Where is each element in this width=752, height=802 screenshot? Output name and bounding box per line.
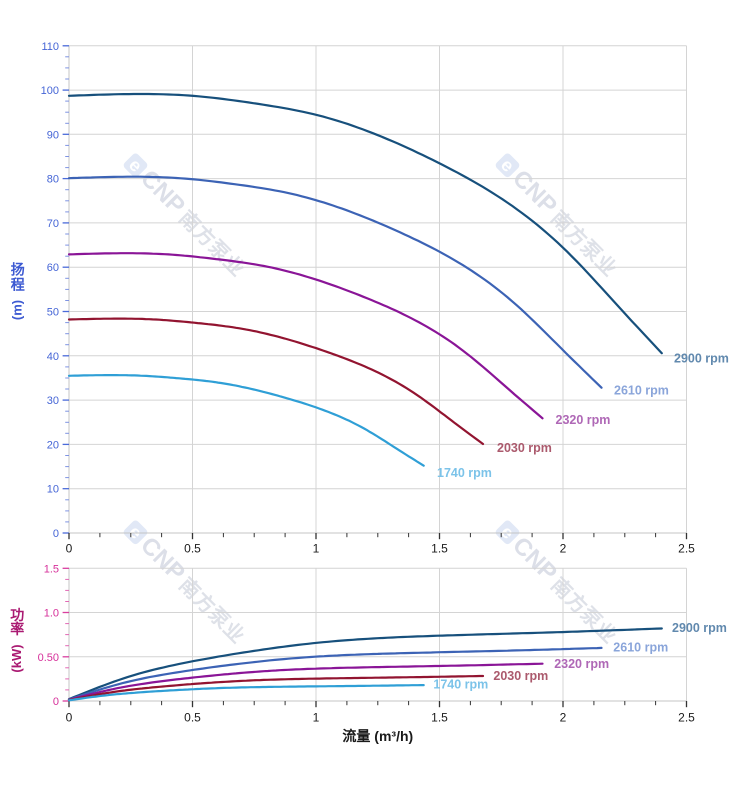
svg-text:1740 rpm: 1740 rpm xyxy=(437,466,492,480)
svg-text:60: 60 xyxy=(47,262,59,274)
svg-text:40: 40 xyxy=(47,351,59,363)
svg-text:100: 100 xyxy=(41,85,59,97)
svg-text:2030 rpm: 2030 rpm xyxy=(497,441,552,455)
svg-text:2610 rpm: 2610 rpm xyxy=(614,383,669,397)
svg-text:1: 1 xyxy=(313,711,320,725)
svg-text:2: 2 xyxy=(560,711,567,725)
svg-text:功: 功 xyxy=(10,607,24,623)
svg-text:2900 rpm: 2900 rpm xyxy=(672,621,727,635)
svg-text:0.5: 0.5 xyxy=(184,542,201,556)
svg-text:1.5: 1.5 xyxy=(44,563,59,575)
svg-text:20: 20 xyxy=(47,439,59,451)
svg-text:70: 70 xyxy=(47,218,59,230)
svg-text:1: 1 xyxy=(313,542,320,556)
svg-text:2.5: 2.5 xyxy=(678,711,695,725)
svg-text:流量 (m³/h): 流量 (m³/h) xyxy=(342,728,413,744)
svg-text:2320 rpm: 2320 rpm xyxy=(556,413,611,427)
svg-text:0.50: 0.50 xyxy=(38,652,59,664)
svg-text:扬: 扬 xyxy=(11,262,25,278)
svg-text:程: 程 xyxy=(11,277,25,293)
svg-text:(kW): (kW) xyxy=(9,644,24,672)
svg-text:率: 率 xyxy=(10,621,24,637)
svg-text:30: 30 xyxy=(47,395,59,407)
svg-text:2900 rpm: 2900 rpm xyxy=(674,351,729,365)
svg-text:110: 110 xyxy=(41,41,59,53)
svg-text:(m): (m) xyxy=(10,300,25,320)
svg-text:80: 80 xyxy=(47,174,59,186)
svg-text:2320 rpm: 2320 rpm xyxy=(554,657,609,671)
svg-text:10: 10 xyxy=(47,484,59,496)
svg-text:1.5: 1.5 xyxy=(431,711,448,725)
svg-text:2: 2 xyxy=(560,542,567,556)
svg-text:50: 50 xyxy=(47,307,59,319)
svg-text:1.5: 1.5 xyxy=(431,542,448,556)
svg-text:2610 rpm: 2610 rpm xyxy=(613,640,668,654)
svg-text:2030 rpm: 2030 rpm xyxy=(493,669,548,683)
svg-text:0: 0 xyxy=(66,542,73,556)
svg-text:1.0: 1.0 xyxy=(44,608,59,620)
svg-text:0.5: 0.5 xyxy=(184,711,201,725)
svg-text:0: 0 xyxy=(53,696,59,708)
svg-text:0: 0 xyxy=(53,528,59,540)
svg-text:90: 90 xyxy=(47,129,59,141)
svg-text:0: 0 xyxy=(66,711,73,725)
svg-text:2.5: 2.5 xyxy=(678,542,695,556)
svg-text:1740 rpm: 1740 rpm xyxy=(433,677,488,691)
